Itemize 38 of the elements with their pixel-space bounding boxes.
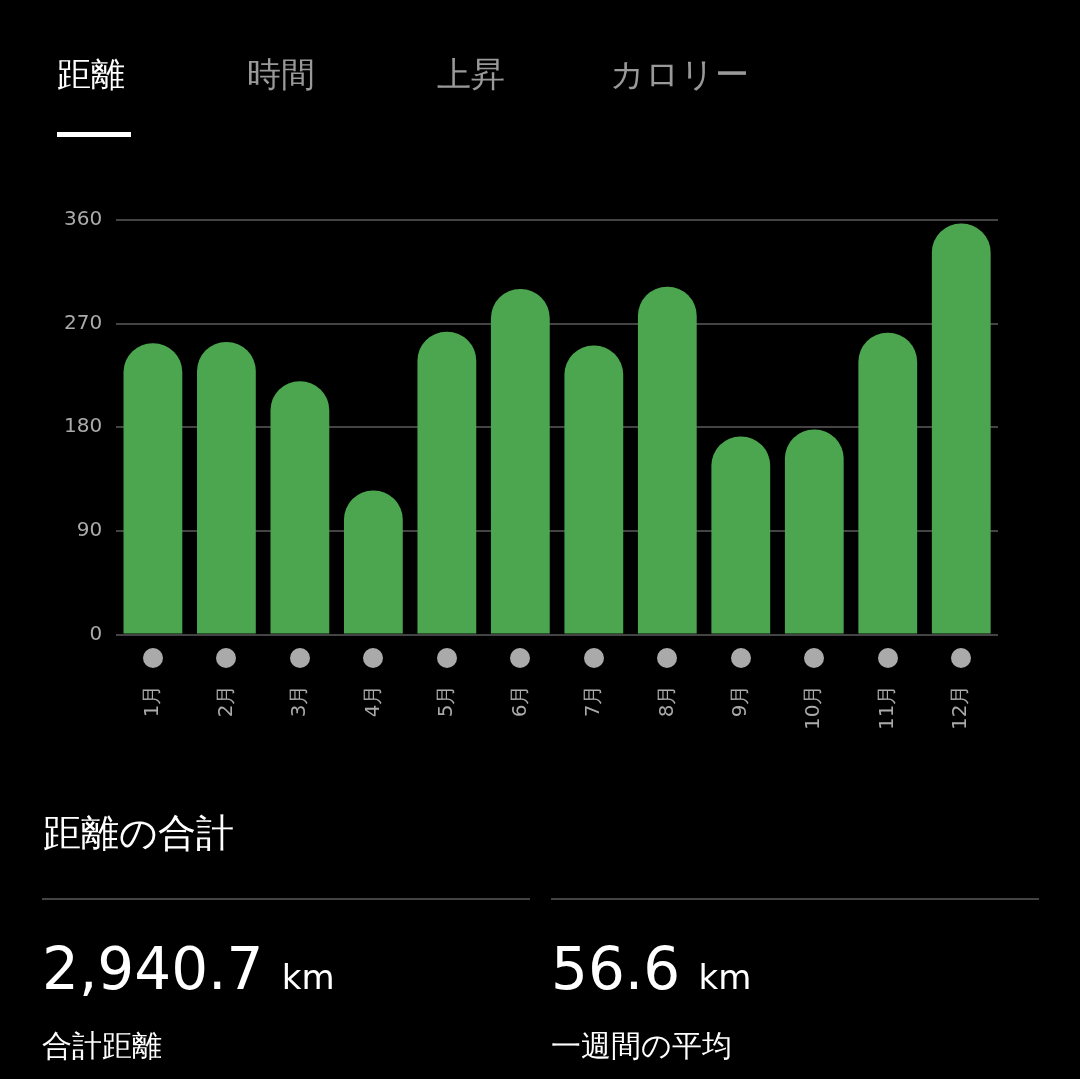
- x-tick-label: 10月: [800, 684, 825, 730]
- text: 時間: [247, 53, 315, 96]
- bar: [123, 343, 183, 634]
- x-tick-label: 5月: [433, 684, 458, 718]
- x-tick-label: 11月: [873, 684, 898, 730]
- x-tick-label: 2月: [212, 684, 237, 718]
- x-tick-label: 12月: [947, 684, 972, 730]
- y-tick-label: 90: [76, 517, 103, 542]
- text: 一週間の平均: [551, 1027, 733, 1065]
- bar: [270, 381, 330, 634]
- bar: [637, 286, 697, 634]
- y-tick-label: 360: [63, 206, 103, 231]
- x-tick-label: 1月: [139, 684, 164, 718]
- bar: [711, 436, 771, 634]
- x-tick-label: 3月: [286, 684, 311, 718]
- x-tick-label: 4月: [359, 684, 384, 718]
- y-tick-label: 270: [63, 309, 103, 334]
- bar: [343, 490, 403, 634]
- bar: [858, 332, 918, 634]
- y-tick-label: 0: [89, 620, 103, 645]
- text: 2,940.7 km: [42, 935, 335, 1003]
- x-tick-label: 6月: [506, 684, 531, 718]
- text: カロリー: [610, 53, 749, 96]
- y-tick-label: 180: [63, 413, 103, 438]
- text: 距離: [57, 53, 125, 96]
- bar: [197, 342, 256, 634]
- text: 距離の合計: [43, 810, 234, 857]
- x-tick-label: 8月: [653, 684, 678, 718]
- text: 合計距離: [42, 1027, 163, 1065]
- bar: [417, 331, 477, 634]
- bar: [564, 345, 624, 634]
- x-tick-label: 9月: [727, 684, 751, 718]
- bar: [490, 289, 550, 634]
- text: 上昇: [437, 53, 505, 96]
- bar: [931, 223, 991, 634]
- x-tick-label: 7月: [580, 684, 605, 718]
- bar: [784, 429, 844, 634]
- text: 56.6 km: [551, 935, 752, 1003]
